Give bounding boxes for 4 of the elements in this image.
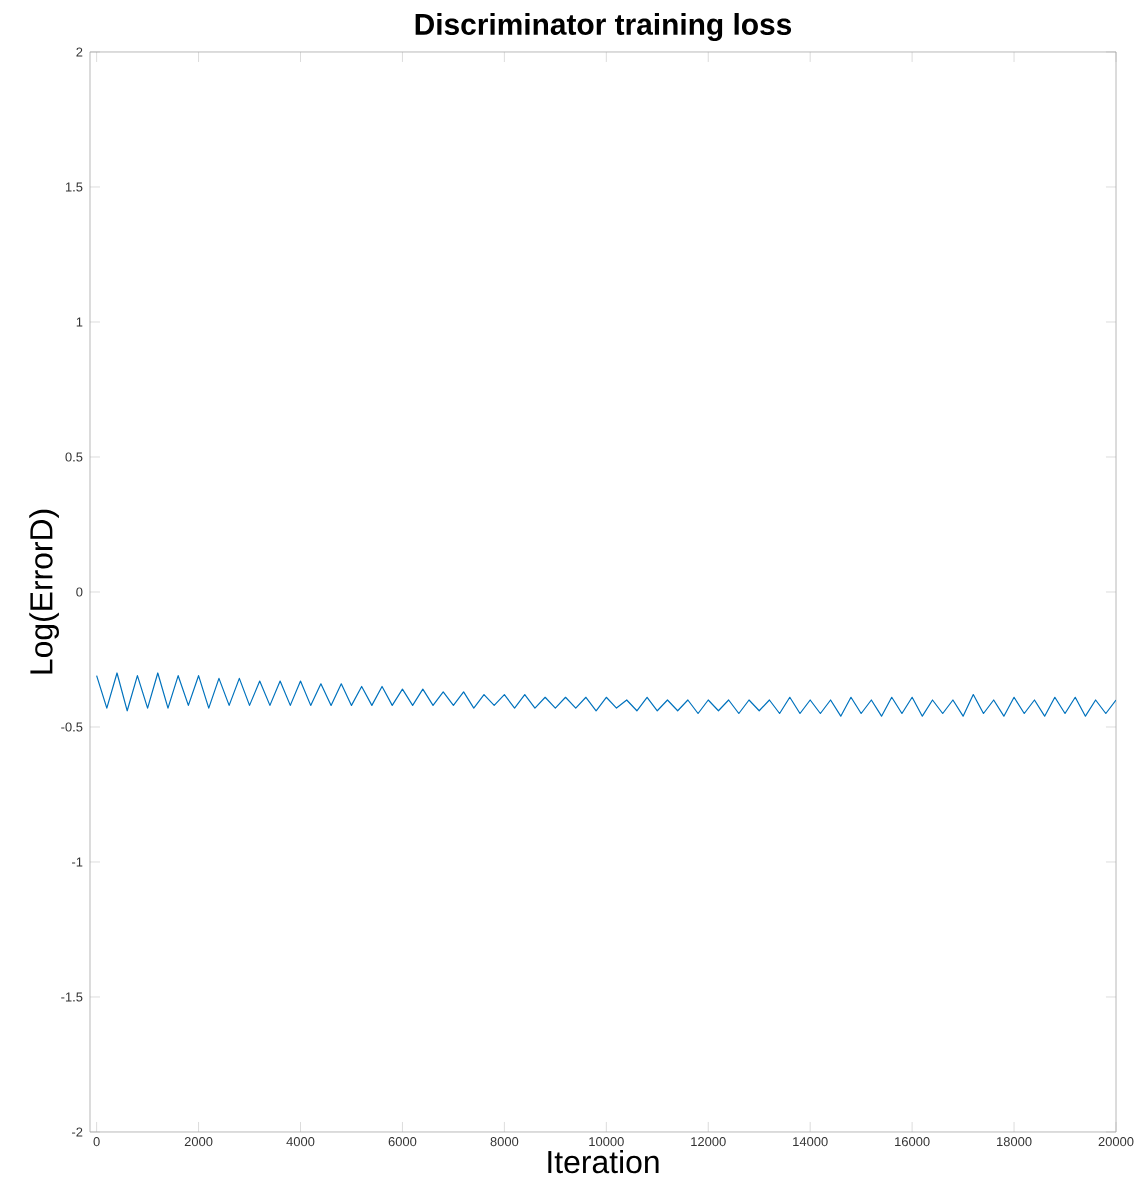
line-series (96, 672, 1116, 717)
x-axis-title: Iteration (548, 1149, 659, 1174)
y-axis-title: Log(ErrorD) (29, 509, 59, 674)
chart-title: Discriminator training loss (415, 13, 792, 41)
